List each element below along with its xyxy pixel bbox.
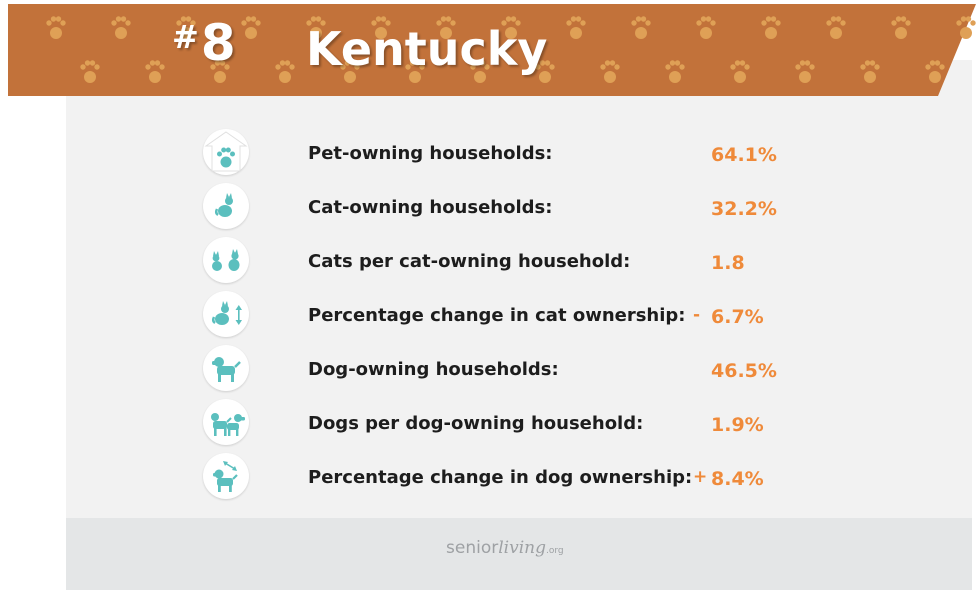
- stat-value-pet-owning: 64.1%: [711, 144, 777, 166]
- stat-prefix-cat-change: -: [693, 305, 701, 325]
- two-dogs-icon: [203, 399, 249, 445]
- stat-value-cats-per-household: 1.8: [711, 252, 745, 274]
- stat-label-pet-owning: Pet-owning households:: [308, 143, 553, 164]
- stat-label-cat-owning: Cat-owning households:: [308, 197, 553, 218]
- cat-icon: [203, 183, 249, 229]
- rank-number: 8: [200, 14, 236, 72]
- stat-value-dog-change: 8.4%: [711, 468, 764, 490]
- logo-text-org: .org: [545, 546, 564, 556]
- rank-symbol: #: [172, 18, 199, 56]
- header-banner: [8, 4, 976, 96]
- logo-text-senior: senior: [446, 538, 499, 558]
- dog-change-icon: [203, 453, 249, 499]
- footer-bar: [66, 518, 972, 590]
- rank-badge: #8: [172, 14, 236, 72]
- stat-value-cat-owning: 32.2%: [711, 198, 777, 220]
- stat-value-cat-change: 6.7%: [711, 306, 764, 328]
- stat-value-dogs-per-household: 1.9%: [711, 414, 764, 436]
- stat-label-dog-owning: Dog-owning households:: [308, 359, 559, 380]
- stat-prefix-dog-change: +: [693, 467, 708, 487]
- stat-label-dogs-per-household: Dogs per dog-owning household:: [308, 413, 644, 434]
- seniorliving-logo: seniorliving.org: [446, 538, 564, 558]
- stat-value-dog-owning: 46.5%: [711, 360, 777, 382]
- stat-label-cats-per-household: Cats per cat-owning household:: [308, 251, 631, 272]
- dog-icon: [203, 345, 249, 391]
- stat-label-cat-change: Percentage change in cat ownership:: [308, 305, 686, 326]
- state-title: Kentucky: [306, 22, 548, 76]
- house-paw-icon: [203, 129, 249, 175]
- logo-text-living: living: [498, 538, 546, 558]
- two-cats-icon: [203, 237, 249, 283]
- cat-change-icon: [203, 291, 249, 337]
- stat-label-dog-change: Percentage change in dog ownership:: [308, 467, 693, 488]
